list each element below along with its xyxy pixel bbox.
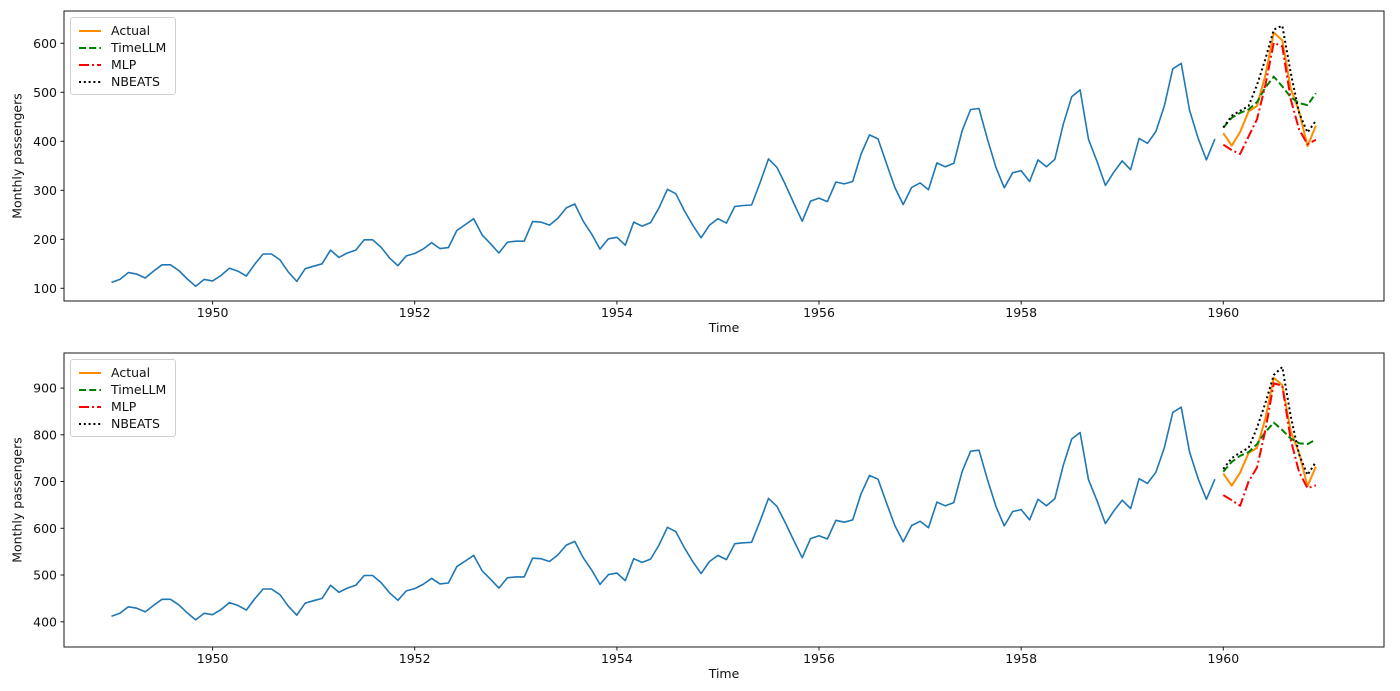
series-line-mlp [1222,41,1317,155]
x-axis-label: Time [708,320,740,335]
x-tick-label: 1956 [803,305,835,320]
x-tick-label: 1950 [197,305,229,320]
legend-item-nbeats: NBEATS [78,73,166,90]
y-axis-label: Monthly passengers [9,93,25,219]
x-tick-label: 1960 [1207,651,1239,666]
legend: Actual TimeLLM MLP NBEATS [70,17,177,95]
legend-item-timellm: TimeLLM [78,381,166,398]
legend-item-actual: Actual [78,22,166,39]
y-tick-label: 800 [33,427,57,442]
y-tick-label: 500 [33,568,57,583]
x-tick-label: 1954 [601,305,633,320]
x-tick-label: 1960 [1207,305,1239,320]
series-line-history [111,62,1216,288]
y-tick-label: 200 [33,232,57,247]
plot-area-top: 1950 1952 1954 1956 1958 1960 100 200 300 400 500 6… [33,10,1385,320]
series-line-history [111,406,1216,621]
legend-line-sample [79,29,101,32]
legend-label: TimeLLM [111,382,167,397]
x-tick-label: 1956 [803,651,835,666]
y-axis-label: Monthly passengers [9,437,25,563]
legend-label: TimeLLM [111,40,167,55]
x-tick-label: 1958 [1005,305,1037,320]
series-line-timellm [1222,75,1317,129]
legend-line-sample [79,80,101,83]
legend-label: Actual [111,23,151,38]
airline-forecast-chart-bottom: 1950 1952 1954 1956 1958 1960 400 500 600 700 800 9… [0,345,1400,691]
legend-label: NBEATS [111,74,160,89]
legend-item-nbeats: NBEATS [78,415,166,432]
y-tick-label: 100 [33,281,57,296]
legend-line-sample [79,63,101,66]
legend-item-mlp: MLP [78,398,166,415]
y-tick-label: 700 [33,474,57,489]
legend-line-sample [79,405,101,408]
legend-line-sample [79,371,101,374]
x-tick-label: 1950 [197,651,229,666]
legend-label: MLP [111,399,137,414]
plot-area-bottom: 1950 1952 1954 1956 1958 1960 400 500 600 700 800 9… [33,352,1385,666]
x-tick-label: 1952 [399,651,431,666]
y-tick-label: 400 [33,614,57,629]
legend-item-mlp: MLP [78,56,166,73]
series-line-nbeats [1222,24,1317,134]
legend-label: Actual [111,365,151,380]
y-tick-label: 400 [33,134,57,149]
x-tick-label: 1952 [399,305,431,320]
y-tick-label: 900 [33,381,57,396]
plot-frame [63,10,1385,302]
plot-frame [63,352,1385,648]
legend-line-sample [79,388,101,391]
series-line-mlp [1222,382,1317,507]
series-line-nbeats [1222,366,1317,476]
x-tick-label: 1958 [1005,651,1037,666]
legend-item-timellm: TimeLLM [78,39,166,56]
y-tick-label: 600 [33,36,57,51]
series-line-actual [1222,376,1317,488]
y-tick-label: 300 [33,183,57,198]
y-tick-label: 600 [33,521,57,536]
legend-label: NBEATS [111,416,160,431]
series-line-actual [1222,31,1317,148]
legend-line-sample [79,46,101,49]
legend-label: MLP [111,57,137,72]
series-line-timellm [1222,421,1317,473]
y-tick-label: 500 [33,85,57,100]
legend-line-sample [79,422,101,425]
legend: Actual TimeLLM MLP NBEATS [70,359,177,437]
x-axis-label: Time [708,666,740,681]
airline-forecast-chart-top: 1950 1952 1954 1956 1958 1960 100 200 300 400 500 6… [0,0,1400,345]
legend-item-actual: Actual [78,364,166,381]
x-tick-label: 1954 [601,651,633,666]
